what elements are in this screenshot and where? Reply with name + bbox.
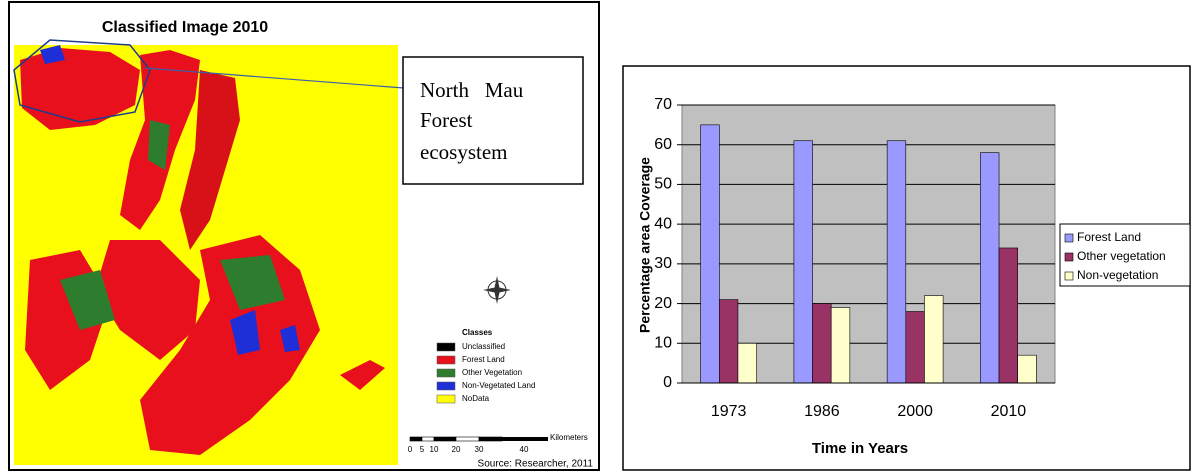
legend-swatch [1065,272,1073,280]
y-tick-label: 0 [663,374,672,391]
legend-label: Forest Land [1077,230,1141,244]
x-tick-label: 1986 [804,403,840,420]
scale-segment [422,437,434,441]
scale-label: 30 [475,445,484,454]
bar [831,308,850,383]
legend-label: Non-vegetation [1077,268,1158,282]
bar [924,296,943,383]
page: Classified Image 2010 North Mau Forest e… [0,0,1197,473]
y-axis-title: Percentage area Coverage [637,157,653,333]
y-tick-label: 40 [654,215,672,232]
scale-segment [502,437,548,441]
legend-label: Other vegetation [1077,249,1166,263]
map-legend-label: Unclassified [462,342,505,351]
y-tick-label: 30 [654,255,672,272]
scale-label: 20 [452,445,461,454]
map-legend-swatch [437,369,455,377]
map-legend-swatch [437,395,455,403]
map-source: Source: Researcher, 2011 [478,459,594,470]
bar [719,300,738,383]
figure: Classified Image 2010 North Mau Forest e… [0,0,1197,473]
map-legend-title: Classes [462,328,493,337]
bar [701,125,720,383]
scale-segment [410,437,422,441]
y-tick-label: 50 [654,176,672,193]
scale-label: 0 [408,445,413,454]
map-legend-swatch [437,382,455,390]
scale-label: 40 [520,445,529,454]
y-tick-label: 70 [654,96,672,113]
bar [906,312,925,383]
scale-segment [479,437,502,441]
y-tick-label: 60 [654,136,672,153]
scale-segment [434,437,456,441]
x-axis-title: Time in Years [812,440,908,457]
scale-unit: Kilometers [550,433,588,442]
callout-text: North Mau [420,78,524,102]
x-tick-label: 2000 [897,403,933,420]
map-legend-swatch [437,356,455,364]
bar [980,153,999,383]
callout-text: Forest [420,108,473,132]
legend-swatch [1065,234,1073,242]
bar [738,343,757,383]
legend-swatch [1065,253,1073,261]
map-legend-label: Forest Land [462,355,505,364]
map-legend-label: NoData [462,394,490,403]
bar [794,141,813,383]
bar [1018,355,1037,383]
bar [813,304,832,383]
map-title: Classified Image 2010 [102,19,268,36]
y-tick-label: 20 [654,295,672,312]
map-legend-swatch [437,343,455,351]
bar [999,248,1018,383]
scale-label: 5 [420,445,425,454]
x-tick-label: 1973 [711,403,747,420]
map-legend-label: Other Vegetation [462,368,522,377]
scale-segment [456,437,479,441]
scale-label: 10 [430,445,439,454]
callout-text: ecosystem [420,140,507,164]
y-tick-label: 10 [654,335,672,352]
bar [887,141,906,383]
x-tick-label: 2010 [991,403,1027,420]
map-legend-label: Non-Vegetated Land [462,381,535,390]
